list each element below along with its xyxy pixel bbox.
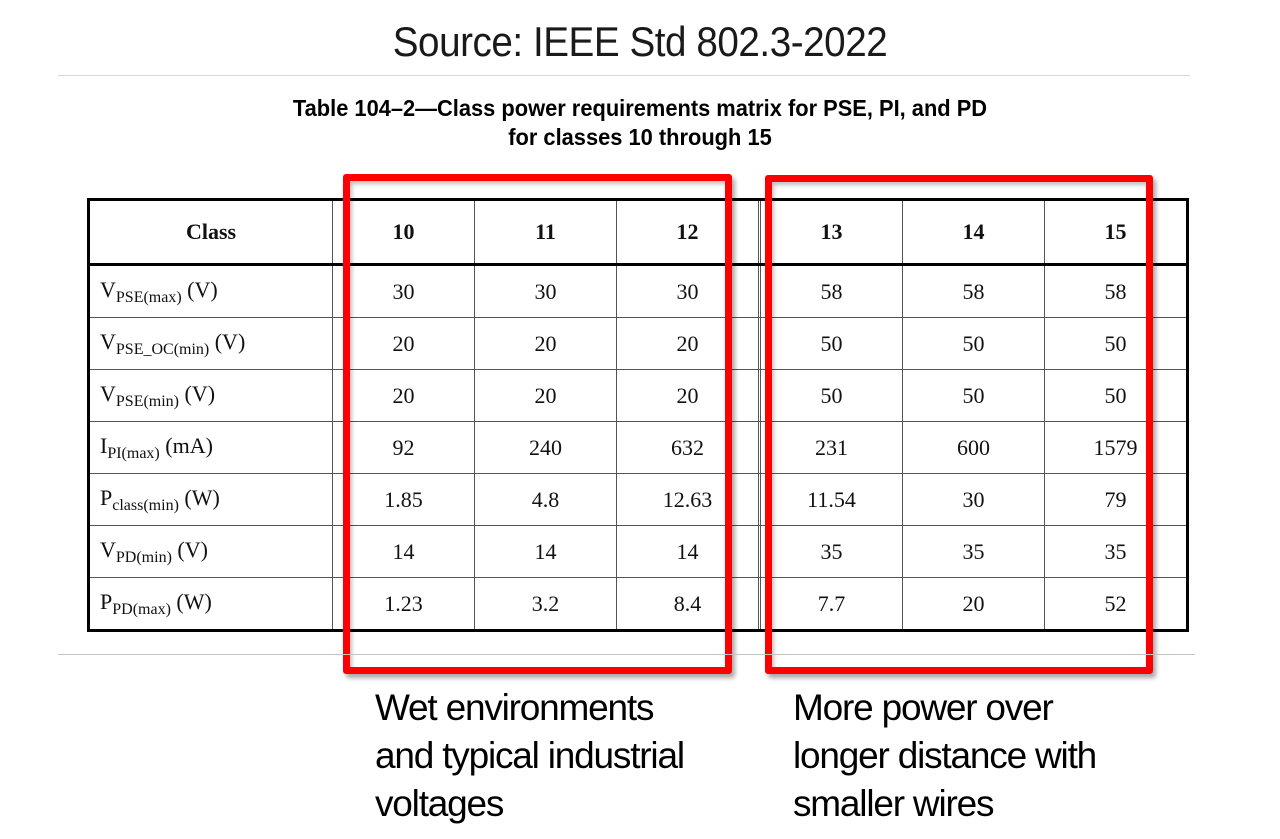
parameter-unit: (V)	[181, 276, 218, 302]
parameter-unit: (V)	[179, 380, 216, 406]
cell-class-13: 58	[760, 264, 903, 318]
cell-class-12: 20	[616, 317, 759, 370]
parameter-subscript: PI(max)	[107, 444, 160, 462]
parameter-symbol: V	[100, 328, 116, 354]
cell-class-15: 1579	[1044, 421, 1188, 474]
cell-class-15: 58	[1044, 264, 1188, 318]
cell-class-13: 231	[760, 421, 903, 474]
parameter-subscript: PSE(max)	[115, 288, 182, 306]
header-class-14: 14	[902, 199, 1045, 266]
parameter-symbol: P	[100, 588, 113, 614]
source-title: Source: IEEE Std 802.3-2022	[392, 18, 888, 65]
cell-class-12: 20	[616, 369, 759, 422]
note-line: More power over	[793, 687, 1054, 728]
cell-class-11: 20	[474, 369, 617, 422]
header-class-10: 10	[332, 199, 475, 266]
class-power-matrix-table: Class 10 11 12 13 14 15 VPSE(max) (V) 30 3…	[87, 198, 1189, 632]
cell-class-10: 92	[332, 421, 475, 474]
parameter-symbol: I	[100, 432, 108, 458]
parameter-subscript: PD(max)	[112, 600, 171, 618]
parameter-unit: (mA)	[159, 432, 213, 458]
cell-class-11: 4.8	[474, 473, 617, 526]
parameter-label: IPI(max) (mA)	[88, 421, 333, 474]
note-line: Wet environments	[375, 687, 655, 728]
parameter-label: VPD(min) (V)	[88, 525, 333, 578]
cell-class-11: 30	[474, 264, 617, 318]
parameter-symbol: P	[100, 484, 113, 510]
cell-class-10: 14	[332, 525, 475, 578]
parameter-subscript: PSE(min)	[115, 392, 180, 410]
parameter-label: VPSE(min) (V)	[88, 369, 333, 422]
highlight-box-classes-13-15	[765, 175, 1153, 674]
parameter-symbol: V	[100, 380, 116, 406]
cell-class-10: 1.23	[332, 577, 475, 631]
parameter-unit: (W)	[178, 484, 220, 510]
cell-class-15: 79	[1044, 473, 1188, 526]
header-class-15: 15	[1044, 199, 1188, 266]
caption-line-2: for classes 10 through 15	[508, 124, 772, 150]
cell-class-12: 30	[616, 264, 759, 318]
note-line: voltages	[375, 783, 504, 824]
parameter-subscript: class(min)	[112, 496, 179, 514]
cell-class-14: 20	[902, 577, 1045, 631]
note-wet-environments: Wet environments and typical industrial …	[375, 684, 755, 828]
header-class-12: 12	[616, 199, 759, 266]
cell-class-13: 35	[760, 525, 903, 578]
cell-class-12: 8.4	[616, 577, 759, 631]
note-line: longer distance with	[793, 735, 1097, 776]
cell-class-10: 30	[332, 264, 475, 318]
caption-line-1: Table 104–2—Class power requirements mat…	[292, 95, 988, 121]
parameter-subscript: PD(min)	[115, 548, 172, 566]
cell-class-10: 20	[332, 317, 475, 370]
bottom-divider	[58, 654, 1195, 655]
parameter-unit: (W)	[170, 588, 212, 614]
note-line: smaller wires	[793, 783, 994, 824]
cell-class-15: 52	[1044, 577, 1188, 631]
cell-class-11: 240	[474, 421, 617, 474]
highlight-box-classes-10-12	[343, 174, 732, 674]
table-caption: Table 104–2—Class power requirements mat…	[32, 94, 1248, 152]
header-class-11: 11	[474, 199, 617, 266]
parameter-symbol: V	[100, 276, 116, 302]
parameter-subscript: PSE_OC(min)	[115, 340, 210, 358]
cell-class-14: 600	[902, 421, 1045, 474]
cell-class-15: 35	[1044, 525, 1188, 578]
cell-class-11: 14	[474, 525, 617, 578]
note-line: and typical industrial	[375, 735, 685, 776]
parameter-label: VPSE(max) (V)	[88, 264, 333, 318]
cell-class-12: 12.63	[616, 473, 759, 526]
parameter-label: Pclass(min) (W)	[88, 473, 333, 526]
parameter-label: PPD(max) (W)	[88, 577, 333, 631]
table-row: VPD(min) (V) 14 14 14 35 35 35	[88, 525, 1188, 578]
table-row: VPSE(min) (V) 20 20 20 50 50 50	[88, 369, 1188, 422]
note-more-power: More power over longer distance with sma…	[793, 684, 1173, 828]
header-class: Class	[88, 199, 333, 266]
parameter-label: VPSE_OC(min) (V)	[88, 317, 333, 370]
parameter-unit: (V)	[209, 328, 246, 354]
parameter-symbol: V	[100, 536, 116, 562]
parameter-unit: (V)	[171, 536, 208, 562]
top-divider	[58, 75, 1190, 76]
cell-class-15: 50	[1044, 369, 1188, 422]
table-header-row: Class 10 11 12 13 14 15	[88, 199, 1188, 266]
table-row: PPD(max) (W) 1.23 3.2 8.4 7.7 20 52	[88, 577, 1188, 631]
